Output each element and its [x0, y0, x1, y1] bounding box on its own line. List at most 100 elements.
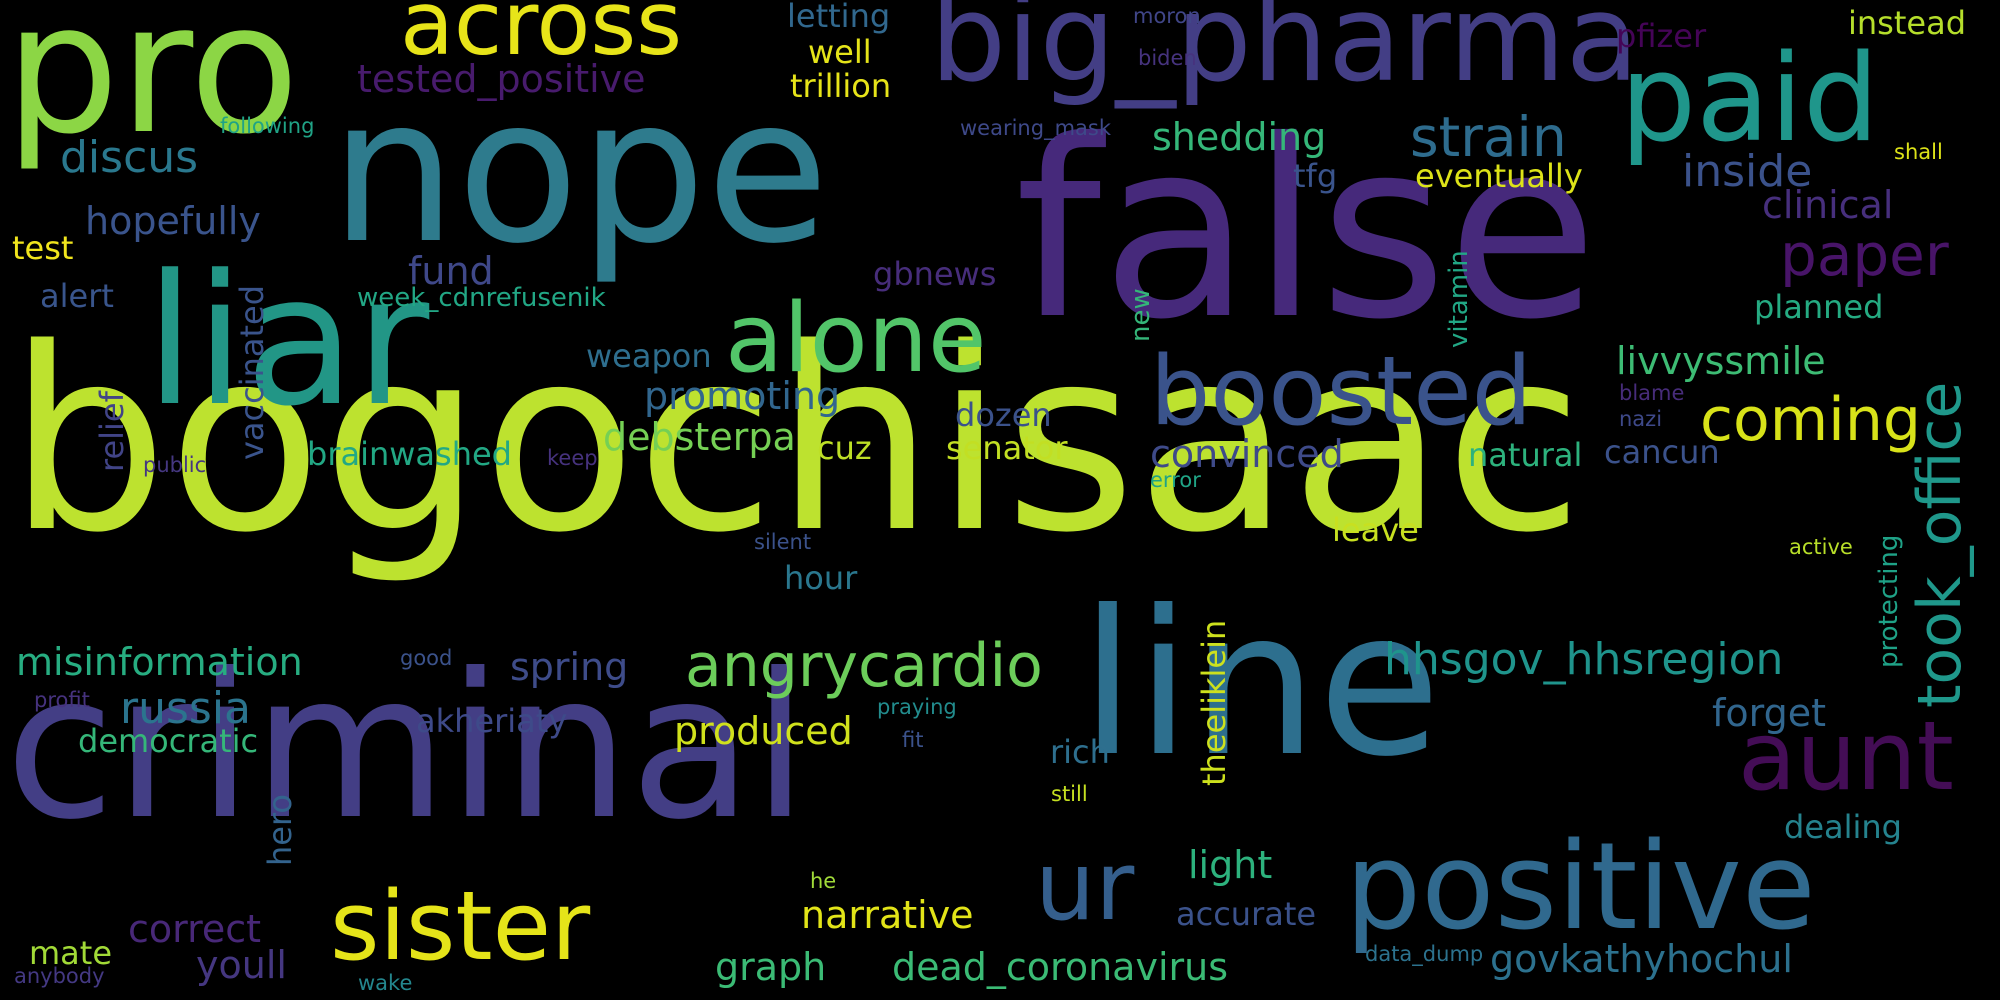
word-produced: produced: [674, 709, 853, 753]
word-bogochisaac: bogochisaac: [8, 295, 1584, 588]
word-praying: praying: [877, 695, 957, 719]
word-public: public: [143, 453, 207, 477]
word-profit: profit: [34, 688, 90, 712]
word-nazi: nazi: [1619, 407, 1663, 431]
word-still: still: [1051, 782, 1088, 806]
word-sister: sister: [330, 872, 591, 982]
word-russia: russia: [120, 683, 252, 734]
word-instead: instead: [1848, 4, 1966, 42]
word-big-pharma: big_pharma: [930, 0, 1640, 109]
word-across: across: [400, 0, 683, 75]
word-coming: coming: [1700, 385, 1921, 455]
word-paid: paid: [1620, 30, 1880, 169]
word-shedding: shedding: [1152, 115, 1327, 159]
word-hhsgov-hhsregion: hhsgov_hhsregion: [1384, 634, 1784, 685]
word-youll: youll: [196, 943, 287, 987]
word-discus: discus: [60, 132, 199, 183]
word-hero: hero: [261, 794, 299, 866]
word-boosted: boosted: [1150, 337, 1533, 447]
word-planned: planned: [1754, 288, 1884, 326]
word-clinical: clinical: [1762, 183, 1894, 227]
word-data-dump: data_dump: [1365, 942, 1484, 966]
word-graph: graph: [715, 945, 827, 989]
word-akheriaty: akheriaty: [416, 702, 568, 740]
word-rich: rich: [1050, 733, 1110, 771]
word-accurate: accurate: [1176, 895, 1317, 933]
word-good: good: [400, 646, 453, 670]
word-narrative: narrative: [801, 893, 974, 937]
word-forget: forget: [1712, 691, 1826, 735]
word-relief: relief: [93, 391, 131, 472]
word-positive-large: positive: [1345, 818, 1816, 957]
word-natural: natural: [1468, 436, 1583, 474]
word-theeliklein: theeliklein: [1195, 619, 1233, 786]
word-eventually: eventually: [1415, 157, 1583, 195]
word-livvyssmile: livvyssmile: [1616, 339, 1826, 383]
word-hour: hour: [784, 559, 858, 597]
word-wearing-mask: wearing_mask: [960, 116, 1111, 140]
word-well: well: [808, 33, 872, 71]
word-criminal: criminal: [5, 631, 809, 864]
word-dozen: dozen: [955, 396, 1052, 434]
word-tfg: tfg: [1293, 157, 1338, 195]
word-silent: silent: [754, 530, 812, 554]
word-inside: inside: [1682, 146, 1813, 197]
word-dead-coronavirus: dead_coronavirus: [892, 945, 1229, 989]
word-misinformation: misinformation: [16, 640, 303, 684]
word-fit: fit: [902, 728, 924, 752]
word-tested-positive: tested_positive: [357, 57, 646, 101]
word-protecting: protecting: [1874, 534, 1904, 668]
word-convinced: convinced: [1150, 432, 1344, 476]
word-spring: spring: [510, 645, 629, 689]
word-angrycardio: angrycardio: [685, 631, 1043, 701]
word-error: error: [1150, 468, 1201, 492]
word-cancun: cancun: [1604, 433, 1720, 471]
word-senator: senator: [946, 429, 1068, 467]
word-new: new: [1126, 288, 1156, 342]
word-pfizer: pfizer: [1616, 17, 1707, 55]
word-took-office: took_office: [1905, 381, 1975, 708]
word-govkathyhochul: govkathyhochul: [1490, 937, 1793, 981]
word-democratic: democratic: [78, 722, 259, 760]
word-debsterpa: debsterpa: [603, 415, 796, 459]
word-week-cdnrefusenik: week_cdnrefusenik: [357, 283, 606, 313]
word-alone: alone: [725, 284, 987, 394]
word-fund: fund: [408, 249, 494, 293]
word-active: active: [1789, 535, 1853, 559]
word-test: test: [12, 229, 74, 267]
word-mate: mate: [29, 934, 113, 972]
word-trillion: trillion: [790, 67, 892, 105]
word-weapon: weapon: [586, 337, 712, 375]
word-letting: letting: [787, 0, 891, 35]
word-nope: nope: [330, 55, 830, 288]
word-shall: shall: [1894, 140, 1943, 164]
word-pro: pro: [5, 0, 300, 174]
word-leave: leave: [1332, 511, 1419, 549]
word-strain: strain: [1410, 105, 1567, 169]
word-vitamin: vitamin: [1444, 250, 1474, 348]
word-blame: blame: [1619, 381, 1685, 405]
word-biden: biden: [1138, 46, 1197, 70]
word-wake: wake: [358, 971, 413, 995]
word-alert: alert: [40, 277, 114, 315]
word-dealing: dealing: [1784, 808, 1902, 846]
word-moron: moron: [1133, 4, 1201, 28]
word-vaccinated: vaccinated: [233, 284, 271, 460]
word-hopefully: hopefully: [85, 199, 261, 243]
word-anybody: anybody: [14, 964, 105, 988]
word-false: false: [1015, 88, 1598, 373]
word-promoting: promoting: [644, 374, 841, 418]
word-light: light: [1188, 843, 1273, 887]
word-keep: keep: [547, 446, 598, 470]
word-paper: paper: [1780, 221, 1949, 289]
word-following: following: [220, 114, 315, 138]
word-ur: ur: [1035, 832, 1135, 942]
word-cuz: cuz: [817, 429, 872, 467]
word-liar: liar: [145, 237, 430, 446]
word-gbnews: gbnews: [873, 255, 997, 293]
word-brainwashed: brainwashed: [307, 435, 512, 473]
word-line: line: [1080, 568, 1441, 801]
word-correct: correct: [128, 907, 262, 951]
word-aunt: aunt: [1738, 702, 1954, 812]
